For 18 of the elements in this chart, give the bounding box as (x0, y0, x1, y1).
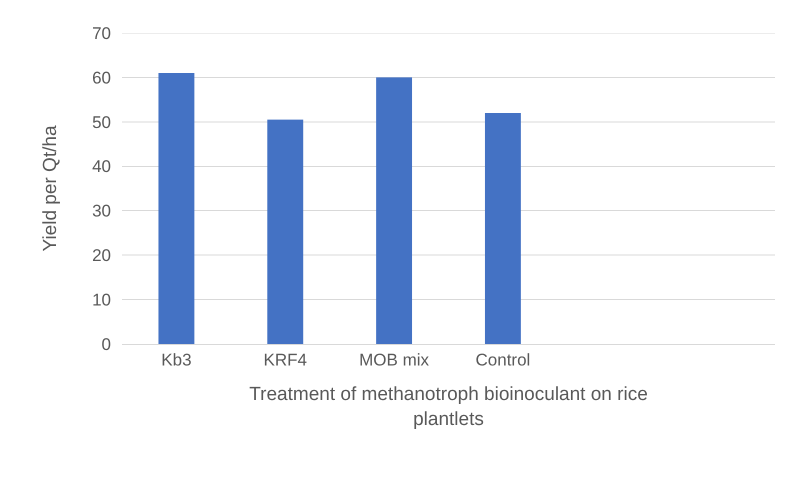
y-tick-label: 30 (92, 202, 111, 221)
x-tick-label: Kb3 (161, 350, 192, 370)
x-tick-label: Control (476, 350, 530, 370)
x-axis-title: Treatment of methanotroph bioinoculant on rice plantlets (249, 384, 648, 430)
bar (267, 120, 304, 344)
x-tick-label: KRF4 (264, 350, 307, 370)
y-tick-label: 40 (92, 157, 111, 176)
y-tick-label: 0 (102, 334, 111, 354)
y-tick-label: 70 (92, 24, 111, 43)
y-tick-label: 20 (92, 246, 111, 266)
x-tick-label: MOB mix (359, 350, 430, 370)
y-tick-label: 10 (92, 290, 111, 310)
bar (484, 112, 521, 344)
y-axis-title: Yield per Qt/ha (40, 125, 61, 252)
bar (376, 77, 412, 344)
y-tick-label: 60 (92, 68, 111, 88)
y-tick-label: 50 (92, 112, 111, 132)
bar (158, 72, 194, 344)
